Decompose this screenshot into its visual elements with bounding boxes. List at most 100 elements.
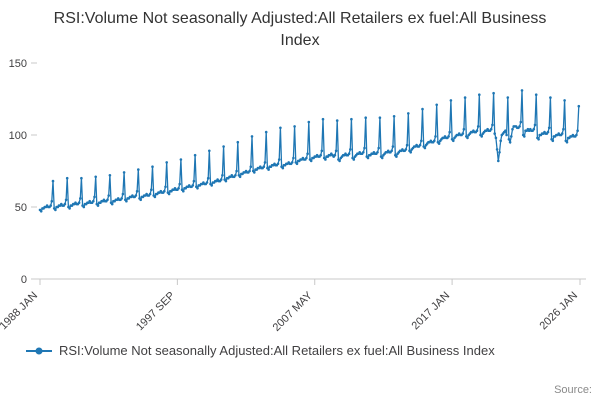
data-point [320, 149, 324, 153]
data-point [51, 179, 55, 183]
data-point [277, 158, 281, 161]
data-point [49, 204, 52, 208]
data-point [498, 151, 501, 154]
data-point [153, 195, 157, 199]
data-point [532, 128, 536, 131]
data-point [523, 135, 526, 138]
data-point [562, 128, 565, 131]
data-point [167, 192, 171, 196]
data-point [519, 120, 523, 124]
data-point [236, 141, 240, 144]
data-point [577, 105, 581, 108]
data-point [279, 126, 282, 130]
data-point [134, 194, 138, 197]
data-point [546, 130, 550, 134]
data-point [222, 145, 225, 148]
data-point [452, 139, 455, 143]
data-point [93, 195, 96, 199]
data-point [447, 135, 450, 138]
data-point [493, 132, 497, 136]
data-point [390, 149, 394, 153]
data-point [249, 165, 253, 169]
data-point [137, 168, 140, 172]
data-point [520, 89, 524, 92]
data-point [63, 202, 67, 206]
data-point [405, 143, 409, 147]
data-point [96, 204, 100, 208]
data-point [421, 107, 424, 111]
data-point [491, 123, 494, 127]
data-point [334, 149, 338, 153]
data-point [267, 168, 270, 172]
data-point [221, 174, 224, 177]
data-point [418, 143, 422, 147]
data-point [290, 161, 294, 164]
data-point [508, 141, 512, 144]
y-tick-label: 0 [21, 274, 27, 286]
data-point [106, 198, 109, 202]
data-point [335, 119, 339, 123]
data-point [208, 149, 211, 153]
data-point [65, 177, 69, 180]
x-tick-label: 1997 SEP [134, 290, 178, 334]
y-tick-label: 150 [9, 58, 27, 70]
data-point [305, 156, 308, 160]
data-point [433, 139, 436, 143]
data-point [480, 135, 484, 138]
data-line [39, 90, 580, 213]
data-point [565, 141, 569, 144]
data-point [79, 197, 82, 200]
data-point [494, 136, 498, 140]
data-point [210, 184, 213, 187]
x-tick-label: 2007 MAY [271, 289, 316, 334]
data-point [435, 103, 439, 107]
data-point [193, 154, 197, 157]
data-point [324, 158, 327, 161]
data-point [380, 156, 384, 160]
data-point [518, 125, 521, 128]
data-point [563, 99, 566, 102]
data-point [206, 177, 210, 180]
data-point [148, 192, 152, 196]
data-point [350, 118, 353, 121]
x-tick-label: 2026 JAN [537, 290, 580, 333]
legend-item[interactable]: RSI:Volume Not seasonally Adjusted:All R… [0, 343, 600, 358]
data-point [407, 112, 410, 115]
data-point [423, 146, 427, 150]
data-point [94, 175, 97, 179]
data-point [306, 152, 309, 156]
data-point [108, 174, 112, 177]
data-point [349, 148, 352, 151]
data-point [489, 128, 493, 131]
data-point [466, 136, 469, 140]
data-point [178, 182, 181, 186]
data-point [82, 205, 86, 209]
data-point [125, 200, 128, 203]
data-point [135, 190, 139, 193]
data-point [250, 135, 254, 138]
data-point [537, 138, 540, 141]
data-point [68, 207, 71, 210]
data-point [511, 128, 514, 131]
x-tick-label: 1988 JAN [0, 290, 40, 333]
data-point [461, 132, 465, 136]
data-point [110, 202, 114, 206]
data-point [497, 159, 500, 163]
data-point [262, 165, 266, 169]
data-point [54, 208, 57, 212]
data-point [395, 155, 398, 159]
data-point [264, 130, 268, 134]
data-point [338, 159, 341, 163]
data-point [462, 128, 466, 131]
source-label: Source: [554, 384, 592, 396]
data-point [377, 146, 381, 150]
data-point [549, 96, 552, 100]
data-point [77, 201, 81, 205]
data-point [177, 187, 180, 190]
data-point [182, 190, 185, 193]
chart-svg: 0 50 100 150 1988 JAN 1997 SEP 2007 MAY 2017 JA… [0, 58, 586, 334]
y-tick-label: 50 [15, 202, 27, 214]
data-point [192, 179, 196, 183]
data-point [120, 197, 123, 200]
